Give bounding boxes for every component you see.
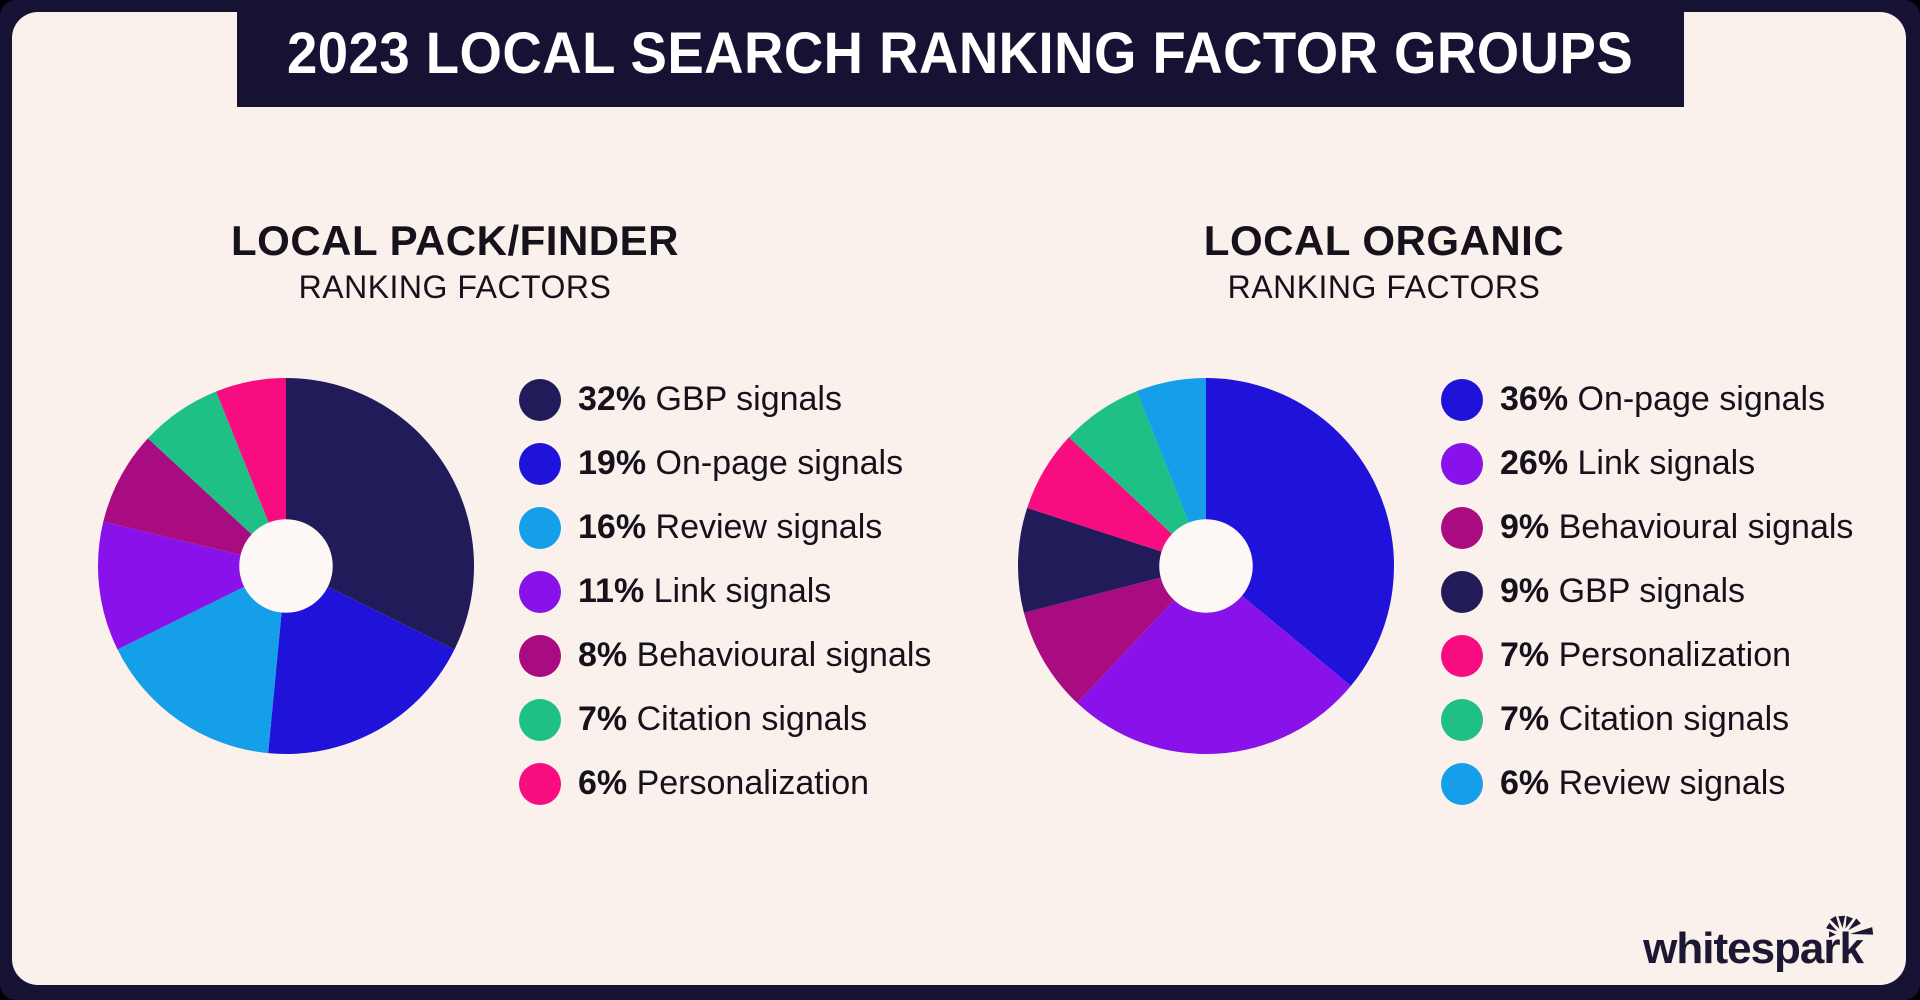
- legend-item-citation-signals: 7% Citation signals: [519, 698, 931, 741]
- pie-slice-link-signals: [97, 521, 287, 650]
- legend-item-on-page-signals: 36% On-page signals: [1441, 378, 1853, 421]
- legend-label: 16% Review signals: [578, 508, 883, 546]
- legend-label: 26% Link signals: [1500, 444, 1756, 482]
- pie-slice-gbp-signals: [1017, 507, 1206, 613]
- legend-label: 36% On-page signals: [1500, 380, 1826, 418]
- legend-swatch: [519, 762, 561, 805]
- legend-label: 7% Personalization: [1500, 636, 1792, 674]
- pie-slice-behavioural-signals: [103, 438, 286, 566]
- spark-ray: [1828, 931, 1836, 938]
- legend-item-personalization: 6% Personalization: [519, 762, 931, 805]
- pie-slice-on-page-signals: [268, 566, 455, 755]
- legend-item-review-signals: 6% Review signals: [1441, 762, 1853, 805]
- legend-item-behavioural-signals: 8% Behavioural signals: [519, 634, 931, 677]
- title-banner: 2023 LOCAL SEARCH RANKING FACTOR GROUPS: [237, 0, 1684, 107]
- legend-label: 8% Behavioural signals: [578, 636, 932, 674]
- legend-label: 7% Citation signals: [578, 700, 868, 738]
- chart-header-local-organic: LOCAL ORGANIC RANKING FACTORS: [1084, 218, 1684, 306]
- pie-slice-gbp-signals: [286, 377, 475, 650]
- chart-title: LOCAL ORGANIC: [1203, 217, 1565, 264]
- legend-item-gbp-signals: 9% GBP signals: [1441, 570, 1853, 613]
- legend-local-pack-finder: 32% GBP signals 19% On-page signals 16% Re…: [519, 378, 931, 805]
- pie-slice-review-signals: [1136, 377, 1206, 566]
- pie-slice-behavioural-signals: [1023, 566, 1206, 704]
- legend-label: 9% GBP signals: [1500, 572, 1746, 610]
- legend-swatch: [1441, 442, 1483, 485]
- pie-slice-review-signals: [117, 566, 286, 754]
- pie-slice-link-signals: [1077, 566, 1351, 755]
- pie-slice-personalization: [1027, 437, 1206, 566]
- legend-label: 6% Review signals: [1500, 764, 1786, 802]
- legend-swatch: [1441, 698, 1483, 741]
- legend-item-behavioural-signals: 9% Behavioural signals: [1441, 506, 1853, 549]
- legend-local-organic: 36% On-page signals 26% Link signals 9% Be…: [1441, 378, 1853, 805]
- legend-swatch: [1441, 506, 1483, 549]
- legend-item-personalization: 7% Personalization: [1441, 634, 1853, 677]
- legend-label: 6% Personalization: [578, 764, 870, 802]
- donut-hole: [1159, 519, 1253, 613]
- legend-swatch: [519, 506, 561, 549]
- spark-icon: [1826, 915, 1874, 938]
- pie-slice-on-page-signals: [1206, 377, 1395, 686]
- legend-swatch: [519, 442, 561, 485]
- legend-swatch: [1441, 762, 1483, 805]
- legend-swatch: [519, 378, 561, 421]
- chart-header-local-pack-finder: LOCAL PACK/FINDER RANKING FACTORS: [155, 218, 755, 306]
- legend-item-gbp-signals: 32% GBP signals: [519, 378, 931, 421]
- spark-ray: [1838, 915, 1846, 928]
- chart-subtitle: RANKING FACTORS: [1227, 269, 1541, 305]
- brand-logo: whitespark: [1643, 915, 1874, 974]
- spark-ray: [1849, 927, 1874, 935]
- legend-swatch: [519, 570, 561, 613]
- pie-slice-personalization: [216, 377, 286, 566]
- legend-swatch: [1441, 634, 1483, 677]
- legend-swatch: [519, 698, 561, 741]
- chart-title: LOCAL PACK/FINDER: [231, 217, 679, 264]
- legend-swatch: [519, 634, 561, 677]
- spark-ray: [1848, 918, 1861, 931]
- brand-wordmark: whitespark: [1643, 924, 1864, 973]
- legend-item-link-signals: 26% Link signals: [1441, 442, 1853, 485]
- pie-slice-citation-signals: [147, 391, 286, 566]
- legend-swatch: [1441, 378, 1483, 421]
- pie-slice-citation-signals: [1068, 391, 1206, 566]
- donut-hole: [239, 519, 333, 613]
- legend-item-link-signals: 11% Link signals: [519, 570, 931, 613]
- legend-item-citation-signals: 7% Citation signals: [1441, 698, 1853, 741]
- spark-ray: [1845, 916, 1853, 929]
- chart-subtitle: RANKING FACTORS: [298, 269, 612, 305]
- legend-label: 32% GBP signals: [578, 380, 842, 418]
- spark-ray: [1830, 916, 1840, 929]
- donut-chart-local-pack-finder: [97, 377, 475, 755]
- page-title: 2023 LOCAL SEARCH RANKING FACTOR GROUPS: [287, 21, 1634, 86]
- donut-chart-local-organic: [1017, 377, 1395, 755]
- legend-item-on-page-signals: 19% On-page signals: [519, 442, 931, 485]
- legend-label: 19% On-page signals: [578, 444, 904, 482]
- legend-label: 7% Citation signals: [1500, 700, 1790, 738]
- legend-label: 11% Link signals: [578, 572, 832, 610]
- spark-ray: [1826, 922, 1838, 932]
- legend-label: 9% Behavioural signals: [1500, 508, 1854, 546]
- legend-item-review-signals: 16% Review signals: [519, 506, 931, 549]
- legend-swatch: [1441, 570, 1483, 613]
